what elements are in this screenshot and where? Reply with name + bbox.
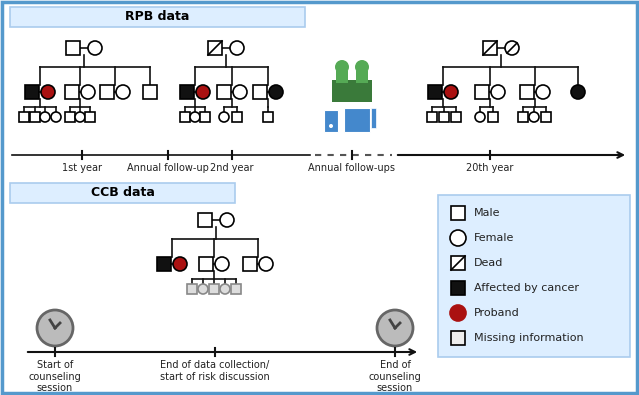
Text: CCB data: CCB data [91, 186, 155, 199]
Text: End of data collection/
start of risk discussion: End of data collection/ start of risk di… [160, 360, 270, 382]
Bar [356, 71, 368, 83]
Circle shape [269, 85, 283, 99]
Bar [253, 85, 267, 99]
Bar [483, 41, 497, 55]
Bar [157, 257, 171, 271]
Circle shape [394, 327, 396, 329]
Circle shape [505, 41, 519, 55]
Bar [243, 257, 257, 271]
Bar [520, 85, 534, 99]
Bar [180, 85, 194, 99]
Circle shape [444, 85, 458, 99]
Bar [438, 195, 630, 357]
Bar [208, 41, 222, 55]
Bar [180, 112, 190, 122]
Bar [209, 284, 219, 294]
Circle shape [215, 257, 229, 271]
Circle shape [196, 85, 210, 99]
Bar [198, 213, 212, 227]
Bar [451, 281, 465, 295]
Bar [143, 85, 157, 99]
Bar [65, 112, 75, 122]
Bar [100, 85, 114, 99]
Text: Proband: Proband [474, 308, 520, 318]
Bar [232, 112, 242, 122]
Circle shape [355, 60, 369, 74]
Circle shape [75, 112, 85, 122]
Bar [65, 85, 79, 99]
Bar [199, 257, 213, 271]
Text: Female: Female [474, 233, 514, 243]
Bar [518, 112, 528, 122]
Bar [344, 108, 370, 132]
Circle shape [219, 112, 229, 122]
Circle shape [88, 41, 102, 55]
Circle shape [190, 112, 200, 122]
Circle shape [220, 284, 230, 294]
Bar [475, 85, 489, 99]
Circle shape [41, 85, 55, 99]
Circle shape [450, 230, 466, 246]
Bar [25, 85, 39, 99]
Bar [187, 284, 197, 294]
Bar [332, 80, 372, 102]
Bar [427, 112, 437, 122]
Circle shape [37, 310, 73, 346]
Bar [10, 7, 305, 27]
Bar [371, 108, 376, 128]
Circle shape [491, 85, 505, 99]
Circle shape [220, 213, 234, 227]
Circle shape [450, 305, 466, 321]
Text: Annual follow-ups: Annual follow-ups [309, 163, 396, 173]
Bar [10, 183, 235, 203]
Text: Dead: Dead [474, 258, 504, 268]
Bar [30, 112, 40, 122]
Circle shape [571, 85, 585, 99]
Text: End of
counseling
session: End of counseling session [369, 360, 421, 393]
Text: Start of
counseling
session: Start of counseling session [29, 360, 81, 393]
Circle shape [233, 85, 247, 99]
Bar [324, 110, 338, 132]
Bar [451, 256, 465, 270]
Text: Affected by cancer: Affected by cancer [474, 283, 579, 293]
Bar [541, 112, 551, 122]
Bar [451, 206, 465, 220]
Circle shape [259, 257, 273, 271]
Text: 1st year: 1st year [62, 163, 102, 173]
Bar [217, 85, 231, 99]
Circle shape [475, 112, 485, 122]
Text: RPB data: RPB data [125, 11, 190, 23]
Text: Annual follow-up: Annual follow-up [127, 163, 209, 173]
Circle shape [81, 85, 95, 99]
Circle shape [54, 327, 56, 329]
Text: 20th year: 20th year [466, 163, 514, 173]
Circle shape [536, 85, 550, 99]
Bar [231, 284, 241, 294]
Bar [19, 112, 29, 122]
Circle shape [377, 310, 413, 346]
Bar [451, 112, 461, 122]
Circle shape [51, 112, 61, 122]
Bar [85, 112, 95, 122]
Bar [488, 112, 498, 122]
Circle shape [329, 124, 333, 128]
Bar [263, 112, 273, 122]
Text: Male: Male [474, 208, 500, 218]
Bar [336, 71, 348, 83]
Bar [439, 112, 449, 122]
Text: Missing information: Missing information [474, 333, 583, 343]
Circle shape [529, 112, 539, 122]
Circle shape [173, 257, 187, 271]
Bar [66, 41, 80, 55]
Circle shape [116, 85, 130, 99]
Circle shape [198, 284, 208, 294]
Circle shape [335, 60, 349, 74]
Bar [451, 331, 465, 345]
Bar [428, 85, 442, 99]
Circle shape [230, 41, 244, 55]
Circle shape [40, 112, 50, 122]
Text: 2nd year: 2nd year [210, 163, 254, 173]
Bar [200, 112, 210, 122]
